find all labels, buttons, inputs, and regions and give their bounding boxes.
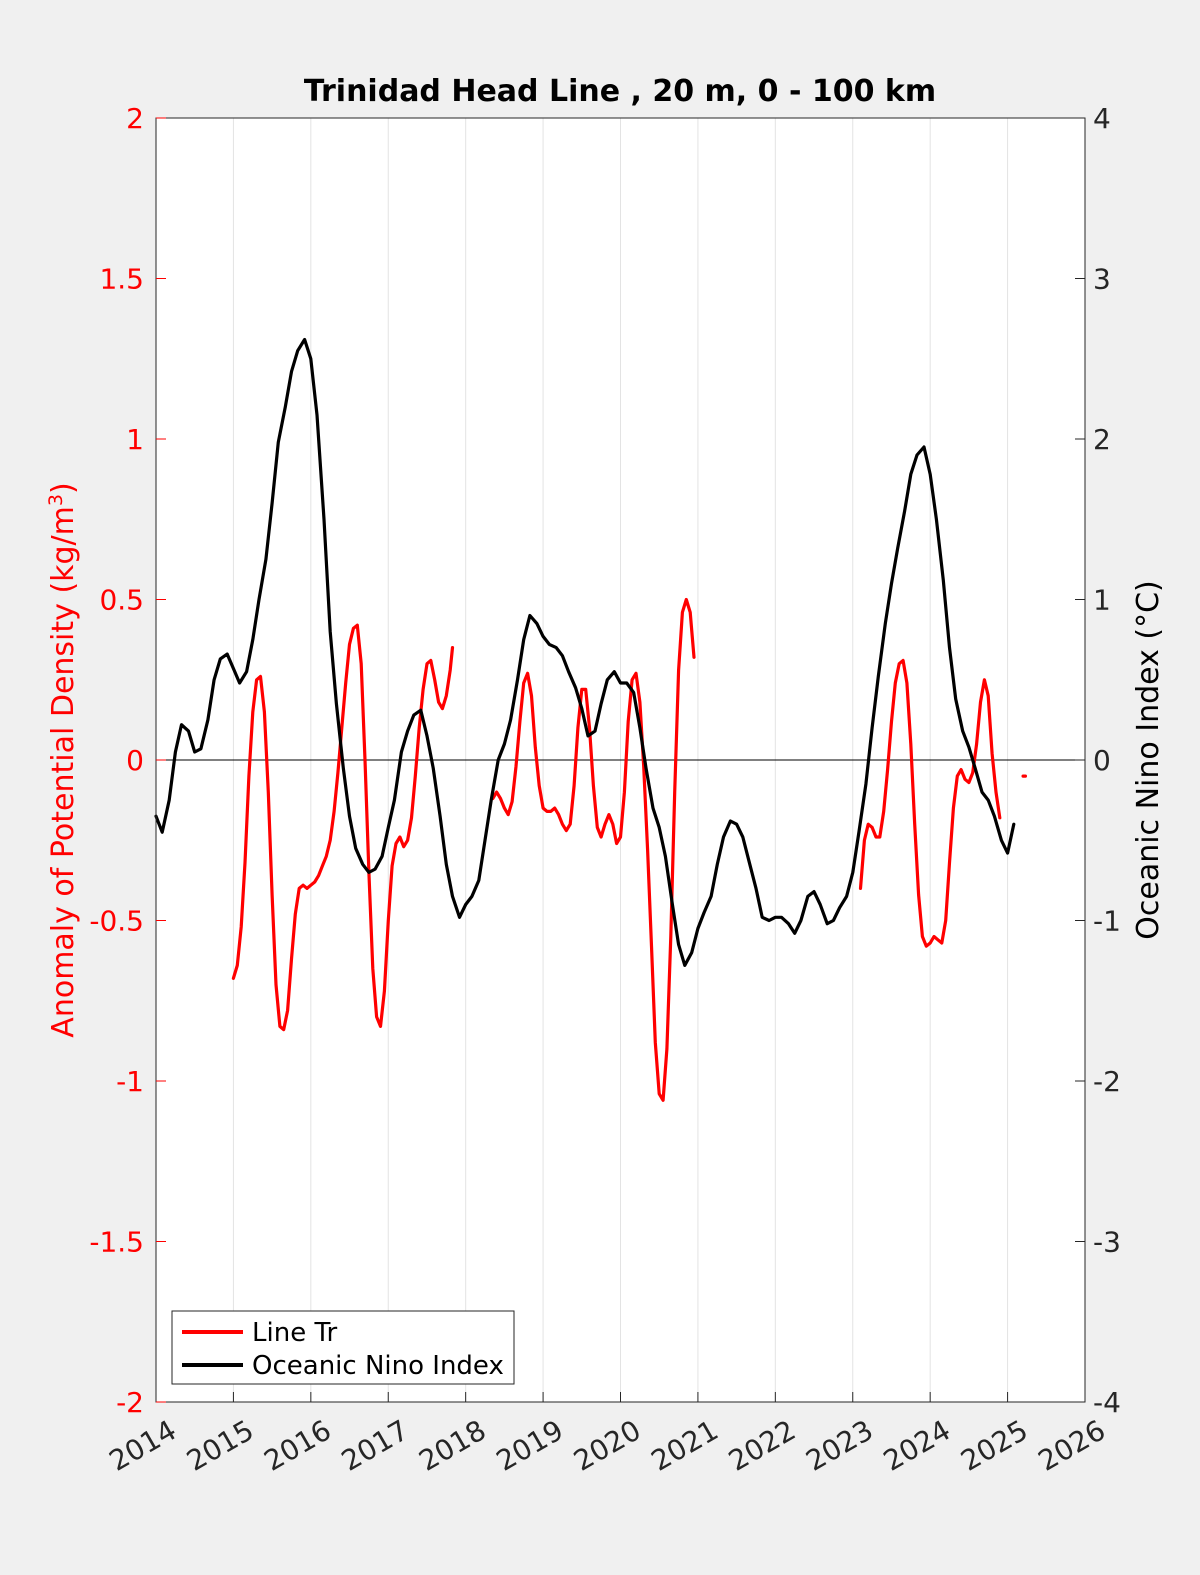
right-y-tick-label: 4 [1093, 102, 1111, 135]
left-y-tick-label: -0.5 [89, 905, 144, 938]
left-y-tick-labels: -2 -1.5 -1 -0.5 0 0.5 1 1.5 2 [89, 102, 144, 1419]
legend: Line Tr Oceanic Nino Index [171, 1310, 515, 1385]
right-y-tick-label: -1 [1093, 905, 1121, 938]
left-y-tick-label: 0 [126, 744, 144, 777]
right-y-tick-label: 2 [1093, 423, 1111, 456]
right-y-axis-label: Oceanic Nino Index (°C) [1131, 580, 1166, 940]
left-y-tick-label: 2 [126, 102, 144, 135]
left-y-tick-label: -1.5 [89, 1226, 144, 1259]
legend-oni-label: Oceanic Nino Index [252, 1351, 504, 1381]
right-y-tick-label: 0 [1093, 744, 1111, 777]
line-tr-series-segment-2 [858, 658, 1002, 948]
legend-box [171, 1310, 515, 1385]
right-y-tick-label: -4 [1093, 1386, 1121, 1419]
right-y-tick-label: 3 [1093, 263, 1111, 296]
oni-series-segment-0 [154, 337, 1016, 967]
left-y-tick-label: 0.5 [99, 584, 144, 617]
line-tr-series-segment-1 [491, 597, 696, 1102]
left-y-tick-label: -1 [116, 1065, 144, 1098]
left-y-tick-label: 1.5 [99, 263, 144, 296]
right-y-tick-labels: -4 -3 -2 -1 0 1 2 3 4 [1093, 102, 1121, 1419]
left-y-tick-label: -2 [116, 1386, 144, 1419]
left-y-axis-label: Anomaly of Potential Density (kg/m3) [45, 482, 81, 1037]
left-y-tick-label: 1 [126, 423, 144, 456]
line-tr-series-segment-0 [231, 623, 455, 1032]
axis-ticks [155, 117, 1086, 1403]
right-y-tick-label: -3 [1093, 1226, 1121, 1259]
right-y-tick-label: 1 [1093, 584, 1111, 617]
series-layer [154, 337, 1027, 1102]
legend-line-tr-label: Line Tr [252, 1318, 338, 1348]
chart-title: Trinidad Head Line , 20 m, 0 - 100 km [304, 74, 936, 109]
right-y-tick-label: -2 [1093, 1065, 1121, 1098]
